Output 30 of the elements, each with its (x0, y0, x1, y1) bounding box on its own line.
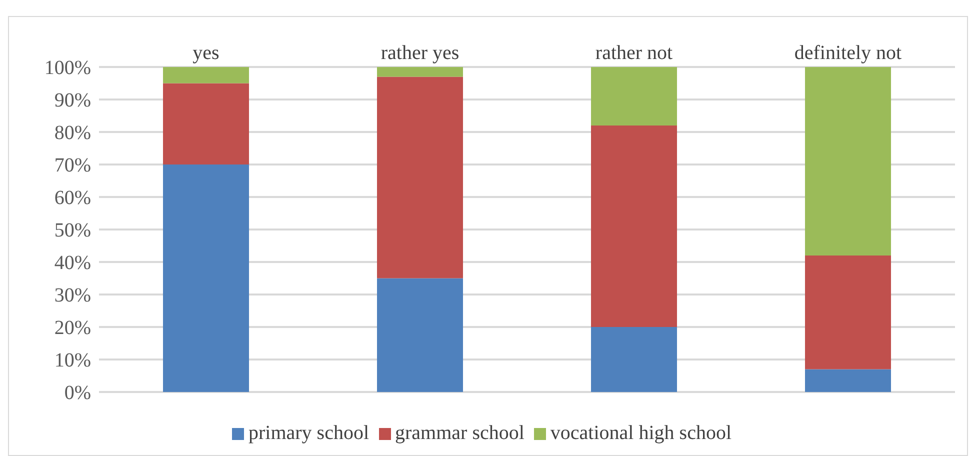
bar (377, 67, 463, 77)
bar (377, 278, 463, 392)
y-tick-label: 90% (54, 90, 91, 112)
bar (163, 67, 249, 84)
legend-label: grammar school (395, 422, 524, 444)
y-tick-label: 40% (54, 252, 91, 274)
y-tick-label: 60% (54, 187, 91, 210)
x-tick-label: yes (192, 42, 220, 64)
y-tick-label: 10% (54, 350, 91, 372)
y-tick-label: 0% (64, 382, 91, 404)
bar (591, 126, 677, 327)
y-tick-label: 30% (54, 284, 91, 307)
bar (163, 164, 249, 392)
x-tick-label: rather yes (380, 42, 460, 64)
y-tick-label: 100% (44, 57, 91, 80)
bar (163, 83, 249, 164)
y-tick-label: 50% (54, 220, 91, 242)
bar (377, 76, 463, 278)
legend-label: vocational high school (550, 422, 732, 444)
y-tick-label: 70% (54, 154, 91, 177)
bar (805, 256, 891, 370)
x-tick-label: definitely not (794, 42, 902, 64)
x-tick-label: rather not (595, 42, 674, 64)
bar (805, 67, 891, 256)
legend-label: primary school (248, 422, 370, 444)
bar (805, 369, 891, 392)
y-tick-label: 80% (54, 122, 91, 144)
bar (591, 327, 677, 392)
y-tick-label: 20% (54, 317, 91, 340)
bar (591, 67, 677, 126)
